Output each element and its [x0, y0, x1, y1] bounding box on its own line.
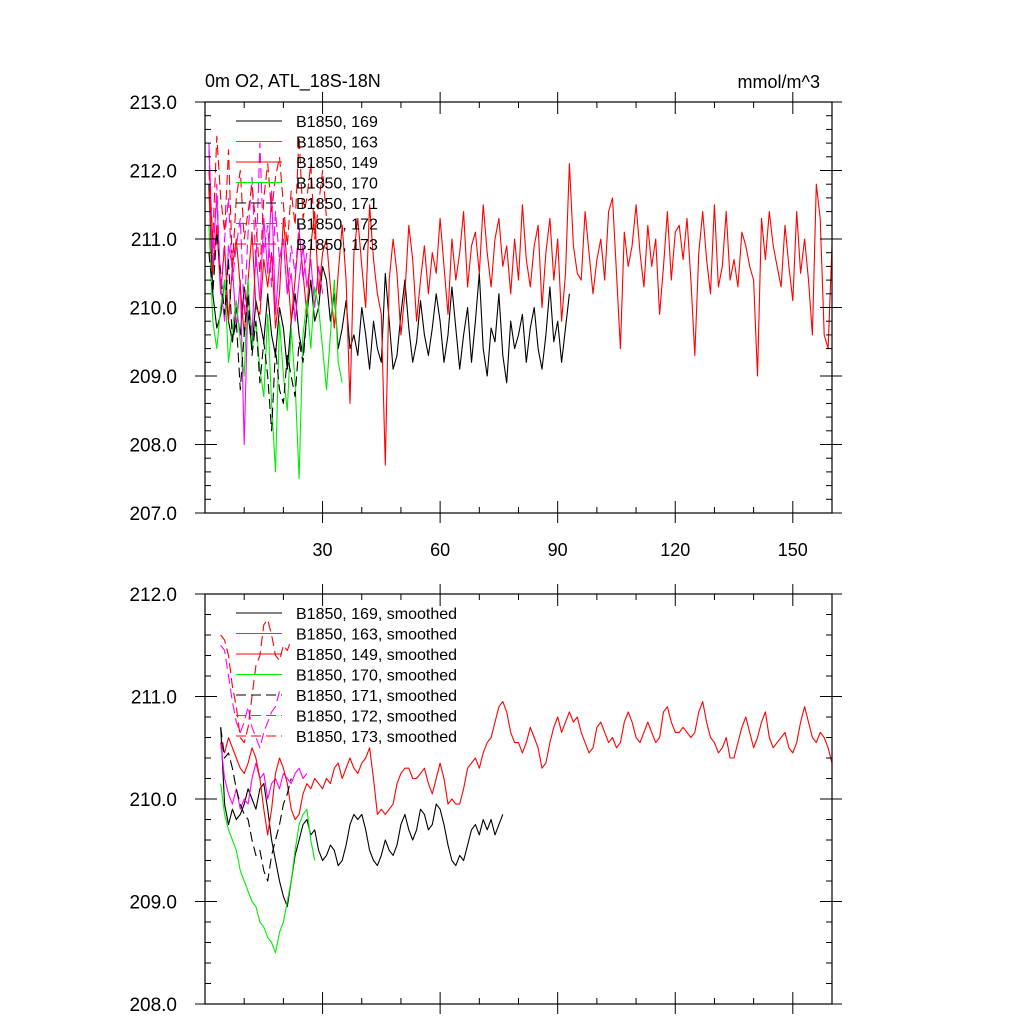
x-tick-label: 150 [778, 540, 808, 560]
units-label: mmol/m^3 [738, 72, 820, 92]
series-line-3 [208, 225, 343, 480]
y-tick-label: 208.0 [129, 436, 177, 457]
chart-title: 0m O2, ATL_18S-18N [205, 71, 381, 92]
legend-label-4: B1850, 171 [296, 196, 378, 213]
y-tick-label: 208.0 [129, 995, 177, 1016]
legend: B1850, 169 B1850, 163 B1850, 149 B1850, 170… [236, 114, 378, 254]
x-tick-label: 120 [660, 540, 690, 560]
series-line-2 [208, 163, 832, 466]
legend-label-1: B1850, 163, smoothed [296, 627, 457, 644]
legend-label-1: B1850, 163 [296, 135, 378, 152]
legend-label-3: B1850, 170, smoothed [296, 668, 457, 685]
series-line-5 [220, 644, 281, 749]
series-group [220, 619, 832, 954]
x-tick-label: 90 [548, 540, 568, 560]
panel-smoothed: 208.0 209.0 210.0 211.0 212.0 B1850, 169, smo… [129, 584, 842, 1016]
series-line-3 [220, 783, 316, 954]
legend-label-4: B1850, 171, smoothed [296, 688, 457, 705]
legend-label-5: B1850, 172, smoothed [296, 709, 457, 726]
y-tick-label: 210.0 [129, 299, 177, 320]
series-line-4 [220, 727, 292, 882]
y-tick-label: 213.0 [129, 93, 177, 114]
legend-label-0: B1850, 169 [296, 114, 378, 131]
series-group [208, 135, 832, 480]
series-line-2 [220, 701, 832, 836]
x-tick-label: 30 [313, 540, 333, 560]
series-line-4 [208, 231, 308, 432]
legend-label-5: B1850, 172 [296, 217, 378, 234]
series-line-0 [208, 184, 570, 384]
panel-raw: 30 60 90 120 150 207.0 208.0 209.0 210.0 211.0 212… [129, 71, 842, 560]
series-line-5 [208, 142, 308, 315]
series-line-0 [220, 727, 504, 908]
series-line-6 [220, 619, 292, 744]
legend-label-3: B1850, 170 [296, 176, 378, 193]
legend: B1850, 169, smoothed B1850, 163, smoothed… [236, 606, 457, 746]
legend-label-6: B1850, 173, smoothed [296, 729, 457, 746]
legend-label-6: B1850, 173 [296, 237, 378, 254]
series-line-1 [208, 143, 324, 446]
y-tick-label: 209.0 [129, 893, 177, 914]
y-tick-label: 212.0 [129, 162, 177, 183]
y-tick-label: 207.0 [129, 504, 177, 525]
x-tick-label: 60 [430, 540, 450, 560]
legend-label-2: B1850, 149, smoothed [296, 647, 457, 664]
legend-label-0: B1850, 169, smoothed [296, 606, 457, 623]
legend-label-2: B1850, 149 [296, 155, 378, 172]
y-tick-label: 212.0 [129, 585, 177, 606]
series-line-6 [208, 135, 328, 274]
y-tick-label: 209.0 [129, 367, 177, 388]
series-line-1 [220, 742, 308, 810]
y-tick-label: 211.0 [131, 230, 177, 251]
y-tick-label: 211.0 [131, 688, 177, 709]
y-tick-label: 210.0 [129, 790, 177, 811]
